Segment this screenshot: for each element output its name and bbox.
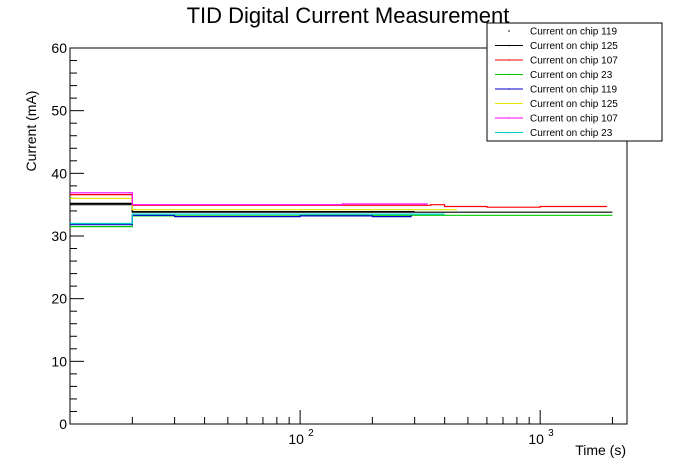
legend-box [486, 22, 663, 142]
series-line-3 [70, 194, 608, 208]
x-tick-label: 10 [528, 431, 544, 447]
legend-entry-label: Current on chip 125 [530, 99, 618, 110]
legend: Current on chip 119 Current on chip 125 Cu… [486, 22, 663, 142]
series-layer [70, 192, 613, 228]
y-tick-label: 60 [51, 40, 67, 56]
chart-title: TID Digital Current Measurement [187, 3, 510, 28]
legend-marker-dot [508, 102, 510, 105]
y-tick-label: 10 [51, 353, 67, 369]
legend-marker-dot [508, 73, 510, 76]
legend-entry-label: Current on chip 119 [530, 85, 618, 96]
x-tick-label: 10 [288, 431, 304, 447]
y-axis: 0 10 20 30 40 50 60 [51, 40, 84, 432]
y-axis-label: Current (mA) [23, 91, 39, 172]
y-tick-label: 30 [51, 228, 67, 244]
x-axis-label: Time (s) [575, 442, 626, 458]
y-tick-label: 40 [51, 165, 67, 181]
legend-entry-label: Current on chip 119 [530, 27, 618, 38]
legend-marker-dot [508, 117, 510, 119]
legend-entry-label: Current on chip 23 [530, 128, 613, 139]
legend-entry-label: Current on chip 107 [530, 56, 618, 67]
series-line-2 [70, 204, 613, 213]
y-tick-label: 0 [59, 416, 67, 432]
legend-marker-dot [508, 88, 510, 90]
legend-entry-label: Current on chip 107 [530, 114, 618, 125]
series-line-4 [70, 214, 613, 228]
series-line-7 [70, 192, 428, 206]
series-line-8 [70, 213, 445, 225]
legend-marker-dot [508, 59, 510, 61]
x-tick-exponent: 2 [308, 428, 314, 439]
legend-entry-label: Current on chip 125 [530, 41, 618, 52]
legend-marker-dot [508, 131, 510, 134]
y-tick-label: 50 [51, 103, 67, 119]
y-tick-label: 20 [51, 291, 67, 307]
legend-marker [508, 30, 510, 32]
x-axis: 10 2 10 3 [131, 410, 613, 447]
legend-entry-label: Current on chip 23 [530, 70, 613, 81]
series-line-6 [70, 197, 457, 211]
x-tick-exponent: 3 [548, 428, 554, 439]
legend-marker-dot [508, 44, 510, 47]
